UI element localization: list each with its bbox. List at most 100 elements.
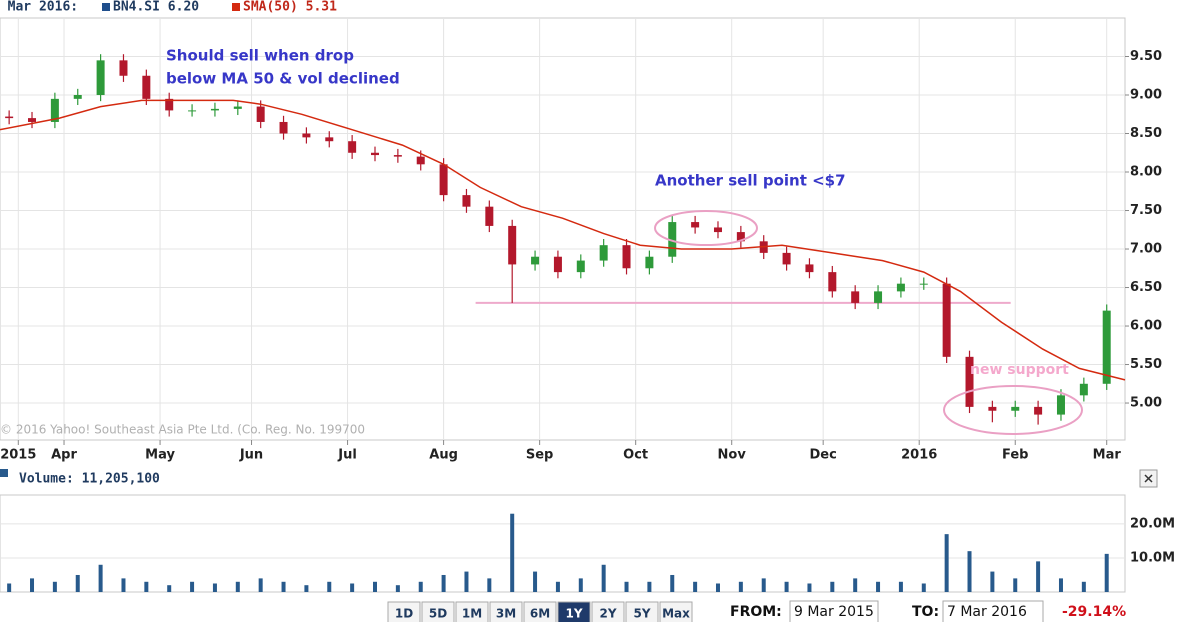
x-tick-label: 2016 <box>901 448 937 463</box>
volume-bar <box>647 581 652 592</box>
range-button-label: 1M <box>462 607 482 621</box>
volume-bar <box>373 581 377 592</box>
volume-bar <box>7 583 12 592</box>
y-tick-label: 20.0M <box>1130 516 1175 531</box>
volume-bar <box>75 574 80 592</box>
range-button-label: 5D <box>429 607 447 621</box>
x-tick-label: May <box>145 448 175 463</box>
candle-body <box>1079 383 1088 396</box>
x-tick-label: Sep <box>526 448 554 463</box>
y-tick-label: 8.00 <box>1130 165 1162 180</box>
x-tick-label: Jun <box>239 448 263 463</box>
candle-body <box>50 98 59 122</box>
range-button[interactable] <box>557 601 591 622</box>
volume-bar <box>510 513 515 592</box>
volume-bar <box>235 581 240 592</box>
candle-body <box>942 283 951 357</box>
range-button-label: 1D <box>395 607 413 621</box>
y-tick-label: 9.50 <box>1130 49 1162 64</box>
to-input[interactable] <box>942 600 1044 622</box>
sma-line <box>0 99 1126 381</box>
legend-swatch <box>102 3 110 11</box>
from-input[interactable] <box>789 600 879 622</box>
volume-bar <box>1058 578 1063 592</box>
volume-bar <box>395 585 400 592</box>
candle-body <box>736 232 745 242</box>
candle-body <box>988 406 997 411</box>
candle-body <box>919 283 928 285</box>
copyright: © 2016 Yahoo! Southeast Asia Pte Ltd. (C… <box>0 423 365 437</box>
volume-bar <box>784 581 789 592</box>
range-button[interactable] <box>659 601 693 622</box>
to-value: 7 Mar 2016 <box>947 604 1027 620</box>
legend-entry: SMA(50) 5.31 <box>243 0 337 15</box>
candle-body <box>119 60 128 76</box>
candle-body <box>1034 406 1043 415</box>
legend-swatch <box>232 3 240 11</box>
change: -29.14% <box>1062 604 1126 620</box>
volume-bar <box>555 581 560 592</box>
range-button[interactable] <box>387 601 421 622</box>
legend-date: 7 Mar 2016: <box>0 0 78 15</box>
range-button[interactable] <box>625 601 659 622</box>
range-button[interactable] <box>421 601 455 622</box>
candle-body <box>165 98 174 111</box>
candle-body <box>851 291 860 303</box>
candle-body <box>531 256 540 265</box>
volume-swatch <box>0 469 8 477</box>
close-button[interactable] <box>1139 469 1158 488</box>
candle-body <box>828 272 837 292</box>
volume-bar <box>1036 561 1041 592</box>
annotation: below MA 50 & vol declined <box>166 70 400 88</box>
candle-body <box>188 110 197 112</box>
annotation: Should sell when drop <box>166 47 354 65</box>
x-tick-label: Aug <box>429 448 458 463</box>
volume-bar <box>738 581 743 592</box>
y-tick-label: 6.50 <box>1130 280 1162 295</box>
candle-body <box>713 227 722 233</box>
candle-body <box>805 264 814 273</box>
volume-bar <box>167 585 172 592</box>
volume-bar <box>121 578 126 592</box>
volume-bar <box>98 564 103 592</box>
x-tick-label: Nov <box>718 448 747 463</box>
candle-body <box>28 118 37 122</box>
volume-bar <box>830 581 835 592</box>
candle-body <box>142 75 151 99</box>
y-tick-label: 9.00 <box>1130 88 1162 103</box>
price-panel <box>0 17 1126 441</box>
volume-bar <box>52 581 57 592</box>
x-tick-label: Dec <box>810 448 837 463</box>
y-tick-label: 7.50 <box>1130 203 1162 218</box>
candle-body <box>256 106 265 122</box>
volume-bar <box>144 581 149 592</box>
candle-body <box>782 252 791 265</box>
candle-body <box>325 137 334 142</box>
volume-bar <box>898 581 903 592</box>
from-value: 9 Mar 2015 <box>794 604 874 620</box>
volume-bar <box>601 564 606 592</box>
candle-body <box>96 60 105 96</box>
range-button[interactable] <box>455 601 489 622</box>
volume-bar <box>715 583 720 592</box>
volume-bar <box>761 578 766 592</box>
volume-bar <box>944 534 949 592</box>
range-button[interactable] <box>591 601 625 622</box>
volume-bar <box>212 583 217 592</box>
range-button[interactable] <box>523 601 557 622</box>
highlight-ellipse <box>654 210 758 246</box>
range-button[interactable] <box>489 601 523 622</box>
candle-body <box>965 356 974 407</box>
annotation: new support <box>970 362 1069 378</box>
to-label: TO: <box>912 604 939 620</box>
volume-title: Volume: 11,205,100 <box>19 472 160 487</box>
volume-bar <box>281 581 286 592</box>
candle-body <box>73 95 82 99</box>
candle-body <box>5 116 14 119</box>
x-tick-label: Jul <box>337 448 357 463</box>
candle-body <box>210 108 219 111</box>
candle-body <box>1056 395 1065 415</box>
y-tick-label: 5.50 <box>1130 357 1162 372</box>
candle-body <box>1102 310 1111 384</box>
